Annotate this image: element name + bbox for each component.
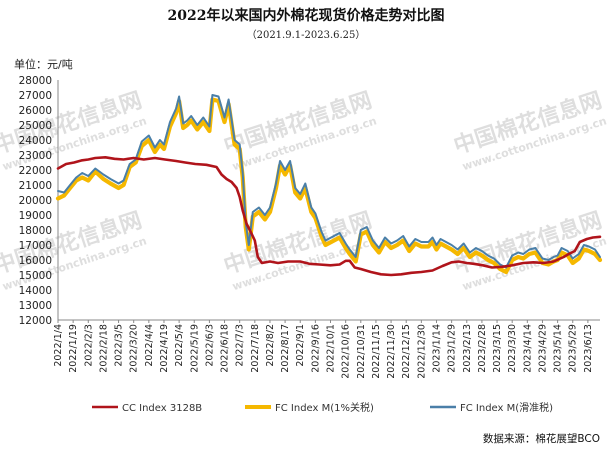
x-tick-label: 2022/9/16 [310, 324, 321, 373]
series-line [56, 156, 602, 277]
y-tick-label: 17000 [19, 240, 52, 252]
series-lines [55, 94, 603, 277]
x-tick-label: 2023/3/30 [507, 324, 518, 373]
x-tick-label: 2022/3/20 [129, 324, 140, 373]
unit-label: 单位：元/吨 [14, 57, 73, 71]
chart-title: 2022年以来国内外棉花现货价格走势对比图 [168, 7, 445, 24]
y-tick-label: 21000 [19, 180, 52, 192]
y-tick-label: 23000 [19, 150, 52, 162]
x-tick-label: 2022/1/4 [53, 324, 64, 367]
y-tick-label: 22000 [19, 165, 52, 177]
y-tick-label: 12000 [19, 315, 52, 327]
x-tick-label: 2022/4/19 [159, 324, 170, 373]
x-tick-label: 2023/5/29 [568, 324, 579, 373]
x-tick-label: 2022/6/3 [204, 324, 215, 367]
y-tick-label: 16000 [19, 255, 52, 267]
x-tick-label: 2022/7/3 [235, 324, 246, 367]
x-tick-label: 2023/5/14 [553, 324, 564, 373]
x-tick-label: 2023/1/29 [447, 324, 458, 373]
x-tick-label: 2022/10/1 [326, 324, 337, 373]
x-tick-label: 2022/5/4 [174, 324, 185, 367]
axes: 12000 13000 14000 15000 16000 17000 18000 19000… [19, 75, 600, 379]
x-tick-label: 2022/9/1 [295, 324, 306, 367]
x-tick-label: 2022/8/2 [265, 324, 276, 367]
y-tick-label: 18000 [19, 225, 52, 237]
chart-subtitle: （2021.9.1-2023.6.25） [247, 29, 366, 41]
x-tick-label: 2022/1/19 [68, 324, 79, 373]
x-tick-label: 2022/10/16 [341, 324, 352, 379]
legend-label: FC Index M(滑准税) [460, 401, 553, 414]
x-tick-label: 2022/2/3 [83, 324, 94, 367]
legend: CC Index 3128B FC Index M(1%关税) FC Index M… [92, 401, 553, 414]
x-tick-label: 2023/3/15 [492, 324, 503, 373]
y-tick-label: 13000 [19, 300, 52, 312]
x-tick-label: 2022/12/30 [416, 324, 427, 379]
x-tick-label: 2023/1/14 [431, 324, 442, 373]
x-tick-label: 2022/8/17 [280, 324, 291, 373]
x-tick-label: 2022/2/18 [98, 324, 109, 373]
y-tick-label: 15000 [19, 270, 52, 282]
x-tick-label: 2022/7/18 [250, 324, 261, 373]
x-tick-label: 2022/5/19 [189, 324, 200, 373]
y-tick-label: 20000 [19, 195, 52, 207]
x-tick-label: 2023/2/28 [477, 324, 488, 373]
y-tick-label: 14000 [19, 285, 52, 297]
y-tick-label: 28000 [19, 75, 52, 87]
x-tick-label: 2023/4/29 [537, 324, 548, 373]
y-tick-label: 26000 [19, 105, 52, 117]
x-tick-label: 2023/6/13 [583, 324, 594, 373]
series-line [57, 94, 601, 269]
x-tick-label: 2022/11/15 [371, 324, 382, 379]
x-tick-label: 2023/4/14 [522, 324, 533, 373]
x-tick-label: 2022/4/4 [144, 324, 155, 367]
x-tick-label: 2022/12/15 [401, 324, 412, 379]
x-tick-label: 2022/10/31 [356, 324, 367, 379]
y-tick-label: 19000 [19, 210, 52, 222]
x-tick-label: 2023/2/13 [462, 324, 473, 373]
y-tick-label: 25000 [19, 120, 52, 132]
series-line [55, 97, 603, 275]
x-tick-label: 2022/6/18 [220, 324, 231, 373]
y-tick-label: 24000 [19, 135, 52, 147]
x-tick-label: 2022/3/5 [114, 324, 125, 367]
legend-label: FC Index M(1%关税) [275, 401, 374, 414]
legend-label: CC Index 3128B [122, 403, 202, 414]
x-tick-label: 2022/11/30 [386, 324, 397, 379]
data-source: 数据来源：棉花展望BCO [483, 432, 600, 445]
y-tick-label: 27000 [19, 90, 52, 102]
